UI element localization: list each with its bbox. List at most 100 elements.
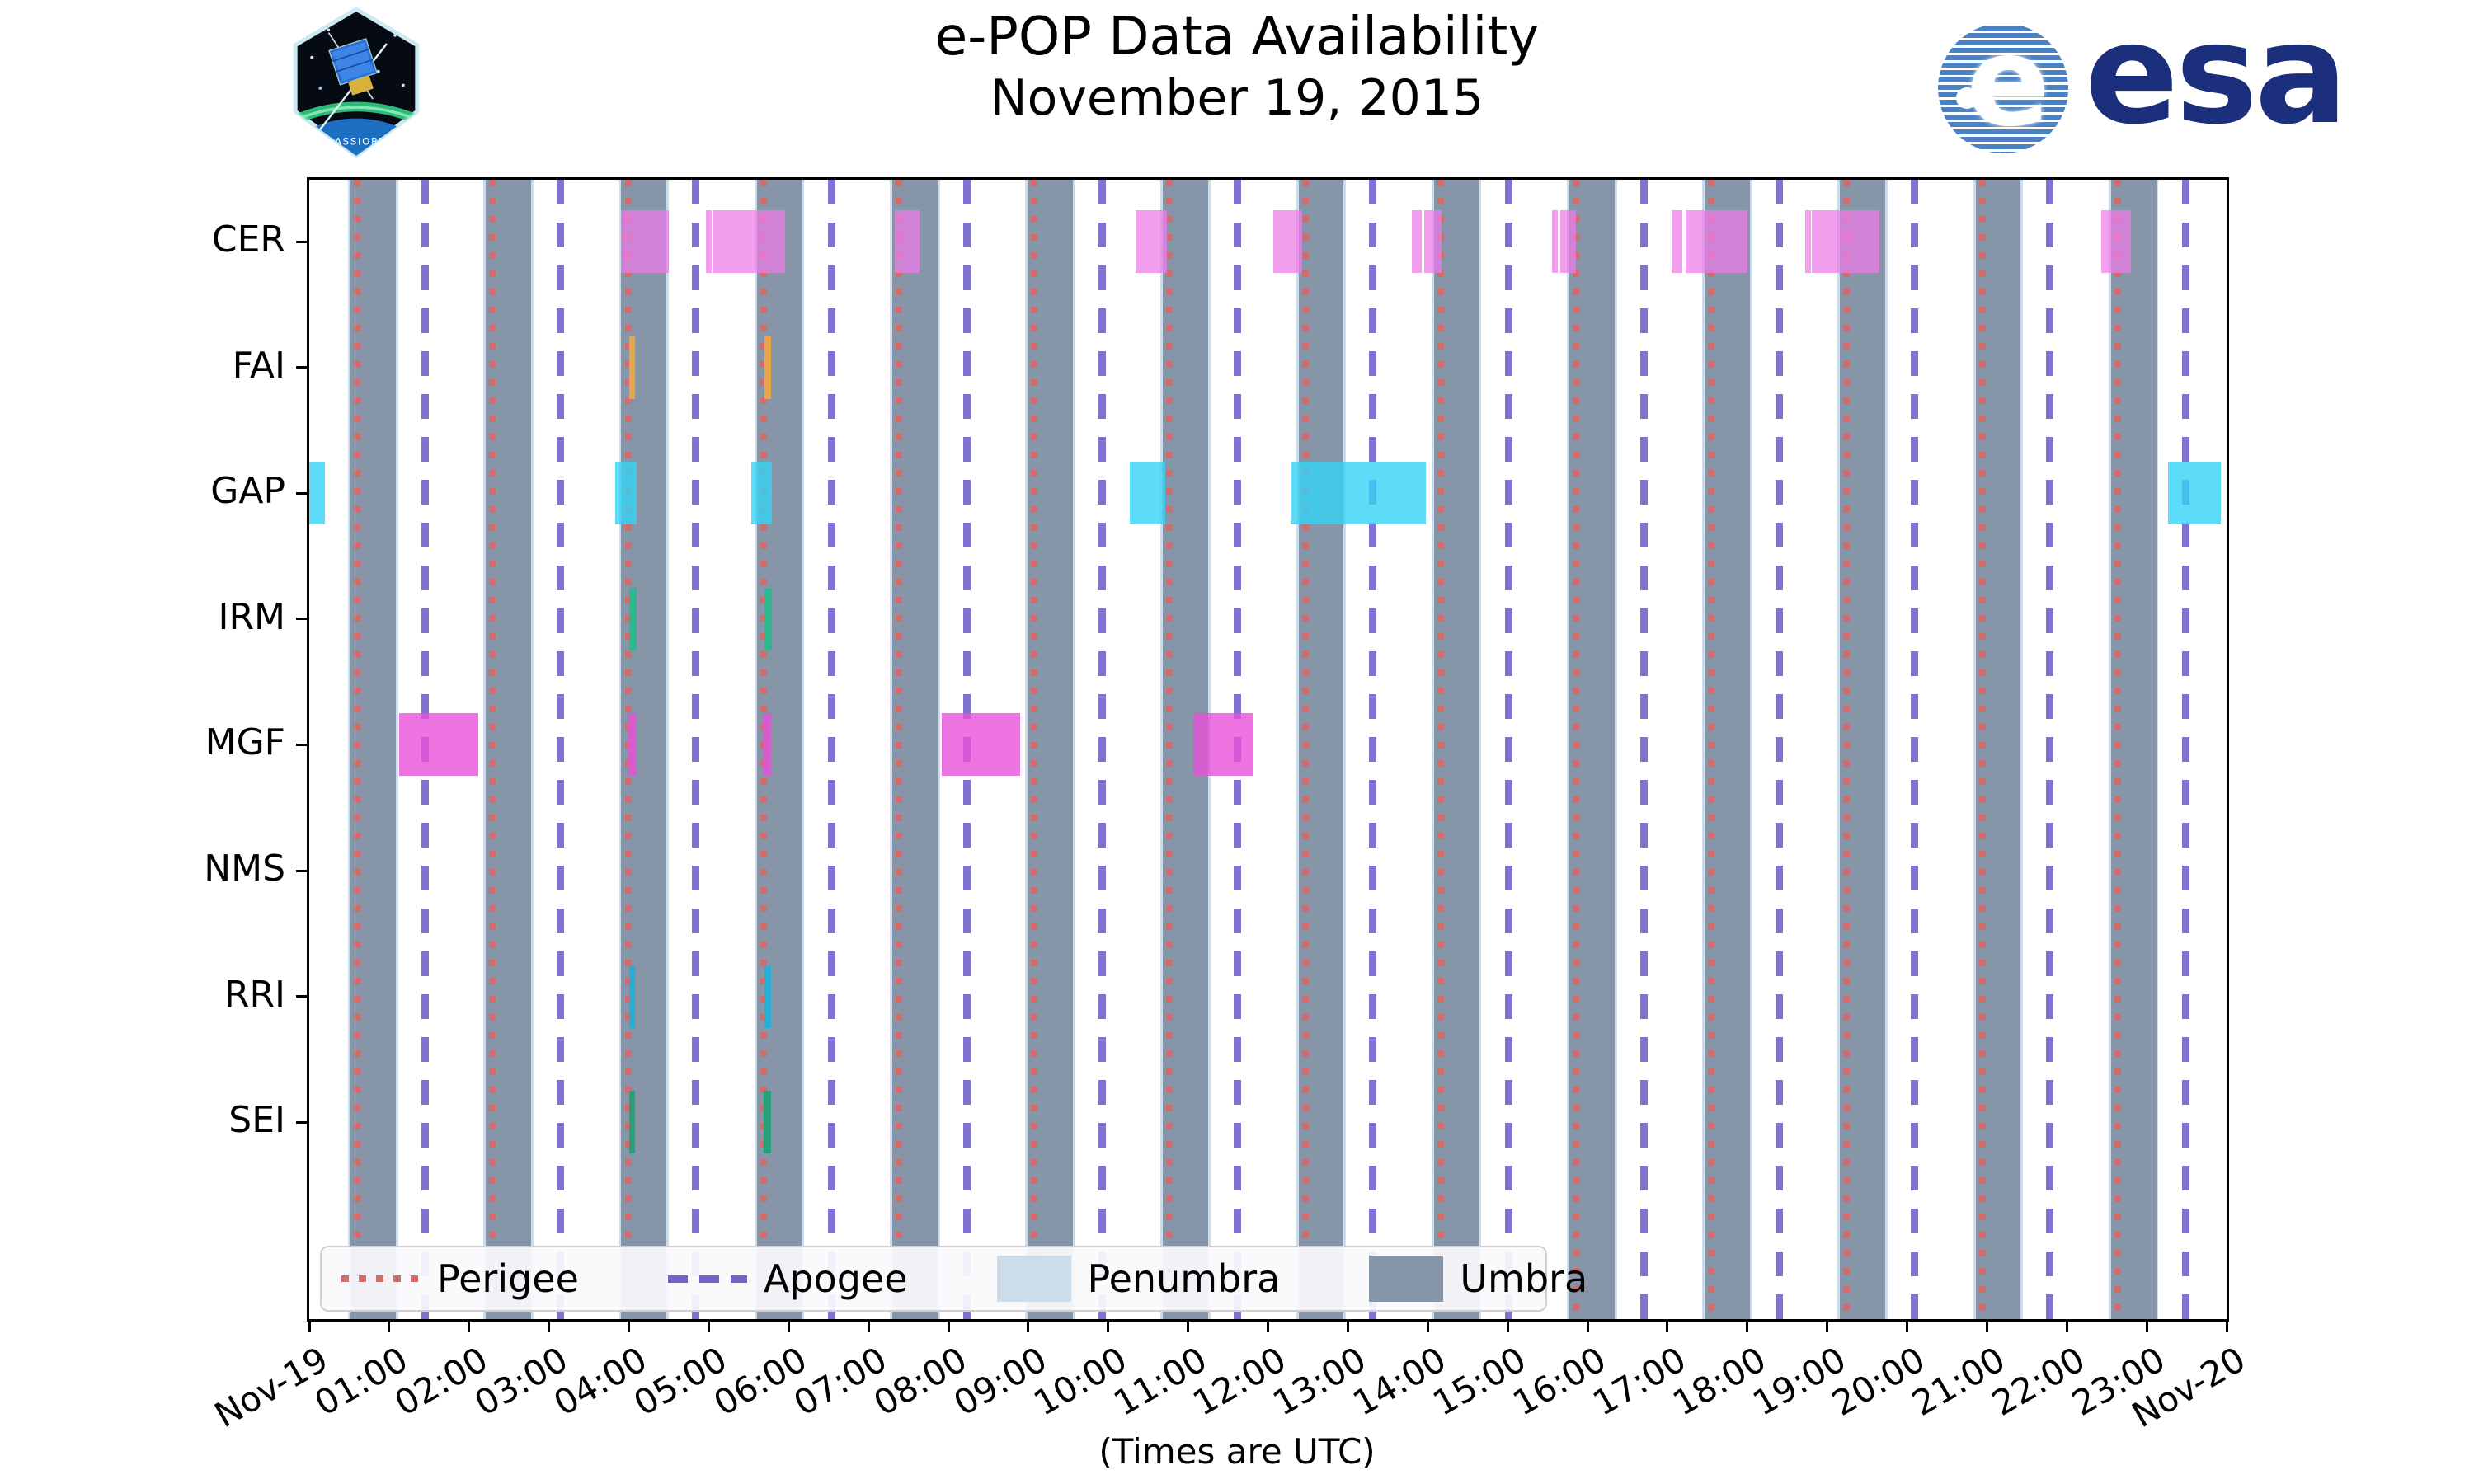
- perigee-line: [354, 180, 361, 1319]
- x-tick-label: 01:00: [308, 1339, 415, 1424]
- availability-block-mgf: [627, 713, 637, 777]
- x-tick: [1107, 1319, 1110, 1332]
- perigee-line: [1166, 180, 1174, 1319]
- x-tick: [1826, 1319, 1829, 1332]
- apogee-line: [1911, 180, 1919, 1319]
- x-tick: [1506, 1319, 1509, 1332]
- x-tick: [2225, 1319, 2228, 1332]
- perigee-line: [1572, 180, 1579, 1319]
- x-tick-label: 10:00: [1026, 1339, 1134, 1424]
- x-tick-label: 17:00: [1586, 1339, 1693, 1424]
- chart-subtitle: November 19, 2015: [990, 68, 1484, 127]
- patch-cassiope-label: CASSIOPE: [327, 136, 386, 148]
- availability-block-cer: [1135, 210, 1168, 273]
- patch-aurora: [295, 101, 417, 133]
- apogee-line: [1639, 180, 1648, 1319]
- x-tick: [1346, 1319, 1349, 1332]
- apogee-line: [2181, 180, 2189, 1319]
- y-tick: [296, 869, 309, 872]
- cassiope-patch-graphic: CASSIOPE: [293, 7, 420, 159]
- title-block: e-POP Data Availability November 19, 201…: [0, 7, 2474, 127]
- legend-item-apogee: Apogee: [667, 1256, 908, 1301]
- availability-block-cer: [2100, 210, 2131, 273]
- availability-block-cer: [1424, 210, 1442, 273]
- availability-block-cer: [1812, 210, 1879, 273]
- legend-label: Penumbra: [1087, 1256, 1281, 1301]
- x-tick: [2065, 1319, 2068, 1332]
- availability-block-mgf: [1193, 713, 1254, 777]
- apogee-line: [692, 180, 700, 1319]
- legend-label: Perigee: [437, 1256, 579, 1301]
- legend-dotted-line-sample: [341, 1275, 421, 1282]
- y-tick-label-gap: GAP: [210, 470, 285, 513]
- y-tick-label-nms: NMS: [204, 848, 285, 890]
- availability-block-mgf: [763, 713, 771, 777]
- availability-block-cer: [706, 210, 713, 273]
- availability-block-mgf: [399, 713, 479, 777]
- x-tick: [1027, 1319, 1030, 1332]
- availability-block-gap: [2168, 462, 2222, 525]
- x-tick: [1586, 1319, 1589, 1332]
- availability-block-fai: [764, 336, 771, 399]
- availability-block-sei: [764, 1091, 771, 1154]
- x-tick: [468, 1319, 471, 1332]
- y-tick: [296, 1120, 309, 1124]
- x-tick: [1666, 1319, 1669, 1332]
- x-tick: [1906, 1319, 1908, 1332]
- availability-block-fai: [628, 336, 635, 399]
- y-tick: [296, 366, 309, 369]
- availability-block-rri: [764, 965, 771, 1028]
- patch-satellite: [328, 38, 379, 96]
- availability-block-sei: [628, 1091, 635, 1154]
- x-tick: [1426, 1319, 1429, 1332]
- availability-block-irm: [628, 587, 637, 650]
- perigee-line: [2114, 180, 2121, 1319]
- legend-label: Umbra: [1460, 1256, 1588, 1301]
- y-tick: [296, 618, 309, 621]
- x-axis-caption: (Times are UTC): [1098, 1431, 1376, 1472]
- perigee-line: [1437, 180, 1444, 1319]
- y-tick-label-fai: FAI: [232, 344, 285, 387]
- perigee-line: [1301, 180, 1309, 1319]
- esa-globe-icon: e: [1938, 23, 2068, 153]
- availability-block-gap: [750, 462, 772, 525]
- esa-wordmark: esa: [2085, 0, 2348, 155]
- x-tick: [628, 1319, 630, 1332]
- availability-block-gap: [1129, 462, 1165, 525]
- availability-block-cer: [1411, 210, 1422, 273]
- esa-globe-e: e: [1966, 23, 2050, 153]
- x-tick: [947, 1319, 950, 1332]
- apogee-line: [827, 180, 835, 1319]
- legend-patch-sample: [1369, 1256, 1444, 1302]
- availability-block-cer: [1273, 210, 1303, 273]
- perigee-line: [489, 180, 496, 1319]
- availability-block-cer: [713, 210, 786, 273]
- x-tick: [308, 1319, 311, 1332]
- availability-block-gap: [309, 462, 326, 525]
- legend: Perigee Apogee Penumbra Umbra: [320, 1246, 1587, 1312]
- availability-block-irm: [764, 587, 772, 650]
- y-tick-label-sei: SEI: [228, 1099, 285, 1142]
- availability-block-cer: [1686, 210, 1747, 273]
- legend-label: Apogee: [763, 1256, 908, 1301]
- apogee-line: [1776, 180, 1783, 1319]
- apogee-line: [1098, 180, 1106, 1319]
- perigee-line: [895, 180, 902, 1319]
- availability-block-rri: [628, 965, 635, 1028]
- x-tick: [388, 1319, 391, 1332]
- x-tick: [1187, 1319, 1190, 1332]
- availability-block-cer: [895, 210, 920, 273]
- apogee-line: [557, 180, 565, 1319]
- availability-block-cer: [1671, 210, 1683, 273]
- x-tick: [867, 1319, 870, 1332]
- esa-logo: e esa: [1930, 0, 2392, 155]
- perigee-line: [1031, 180, 1038, 1319]
- y-tick: [296, 491, 309, 495]
- x-tick: [1985, 1319, 1988, 1332]
- x-tick-label: 18:00: [1665, 1339, 1773, 1424]
- legend-dashed-line-sample: [667, 1275, 747, 1283]
- x-tick: [787, 1319, 790, 1332]
- y-tick: [296, 995, 309, 998]
- cassiope-mission-patch: CASSIOPE: [287, 5, 426, 160]
